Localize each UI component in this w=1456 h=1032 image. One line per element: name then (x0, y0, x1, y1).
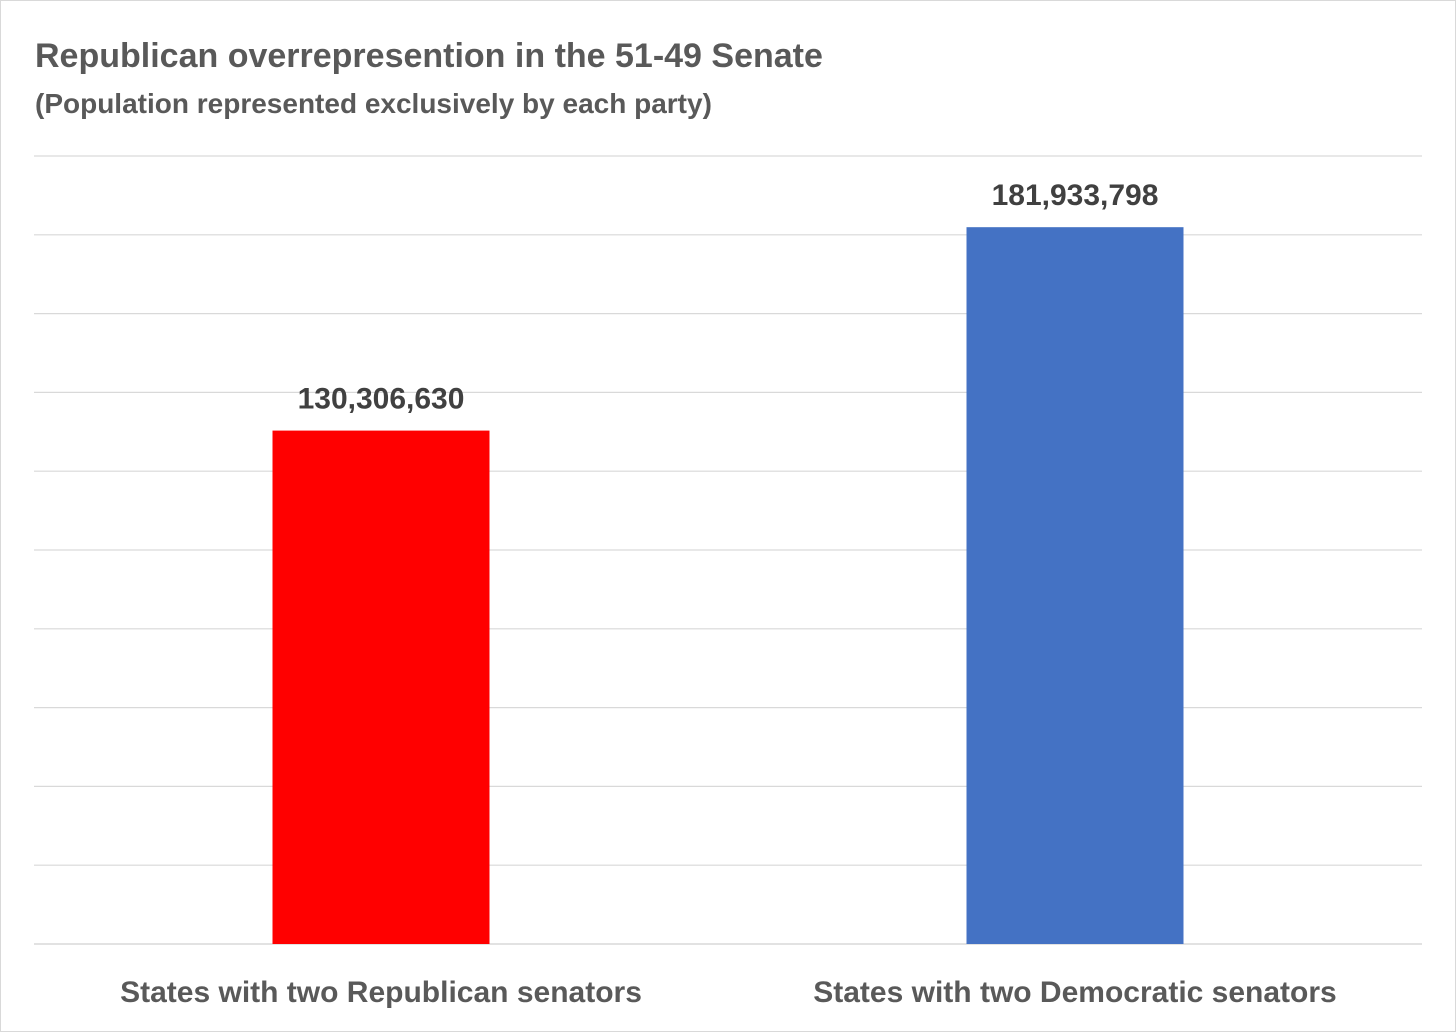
bar-2 (966, 227, 1184, 944)
bars (272, 227, 1184, 944)
category-label-1: States with two Republican senators (120, 976, 642, 1009)
category-axis: States with two Republican senators State… (120, 976, 1337, 1009)
gridlines (34, 155, 1422, 945)
category-label-2: States with two Democratic senators (813, 976, 1336, 1009)
chart-title: Republican overrepresention in the 51-49… (35, 37, 823, 75)
bar-1 (272, 430, 490, 944)
chart-subtitle: (Population represented exclusively by e… (35, 88, 712, 119)
value-label-2: 181,933,798 (992, 179, 1159, 212)
data-labels: 130,306,630 181,933,798 (298, 179, 1159, 415)
value-label-1: 130,306,630 (298, 383, 465, 416)
